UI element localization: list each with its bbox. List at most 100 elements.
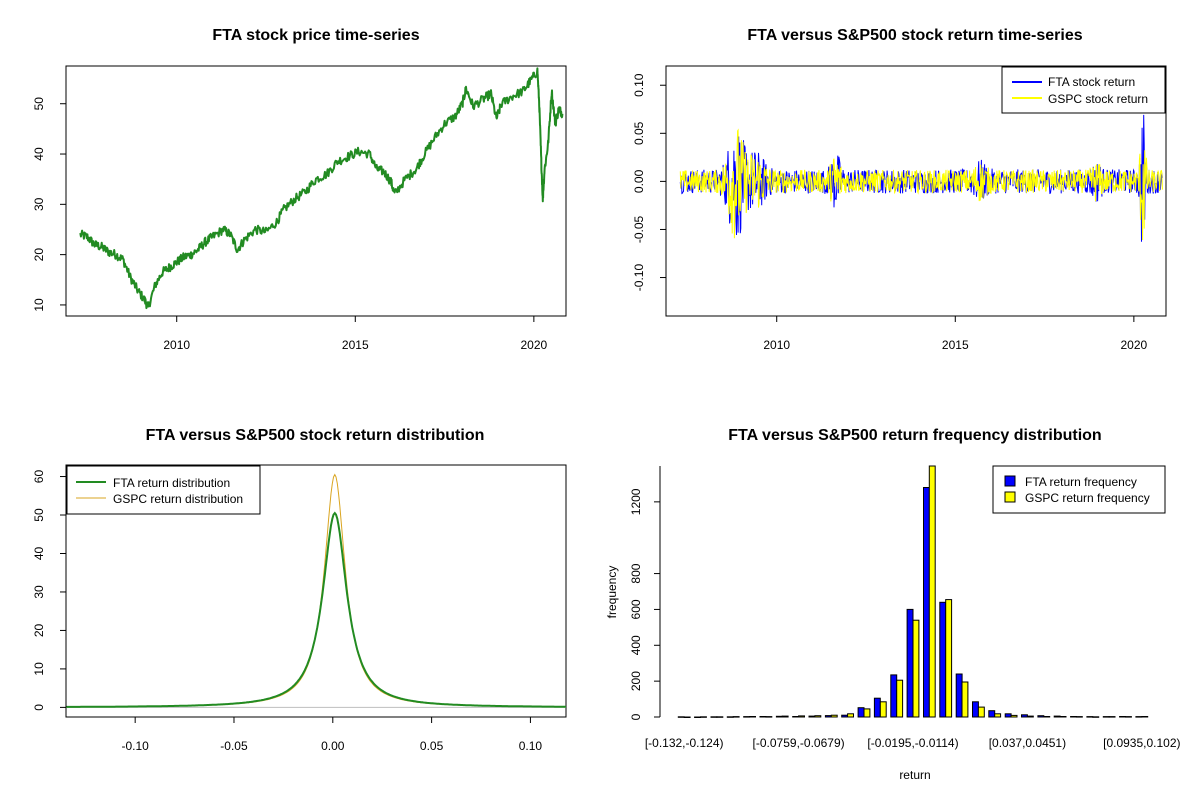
fta-frequency-bar [923, 487, 930, 718]
price-y-tick-label: 30 [32, 197, 46, 211]
fta-frequency-bar [808, 715, 816, 718]
price-axes: 2010 2015 2020 10 20 30 40 50 [32, 97, 548, 352]
frequency-y-tick-label: 600 [629, 599, 643, 619]
density-y-tick-label: 20 [32, 623, 46, 637]
density-x-tick-label: -0.05 [220, 739, 248, 753]
frequency-y-tick-label: 1200 [629, 488, 643, 515]
price-x-tick-label: 2020 [521, 338, 548, 352]
gspc-frequency-bar [798, 715, 805, 718]
legend-swatch-gspc-frequency [1004, 491, 1016, 503]
fta-frequency-bar [792, 716, 800, 718]
return-series-y-tick-label: 0.10 [632, 73, 646, 97]
frequency-y-tick-label: 400 [629, 635, 643, 655]
fta-frequency-bar [1037, 715, 1045, 718]
fta-frequency-bar [1053, 715, 1061, 718]
fta-frequency-bar [1021, 714, 1028, 718]
fta-frequency-bar [710, 716, 718, 718]
fta-frequency-bar [1086, 716, 1094, 718]
gspc-frequency-bar [716, 716, 724, 718]
density-chart-title: FTA versus S&P500 stock return distribut… [146, 427, 485, 444]
fta-frequency-bar [677, 716, 685, 718]
fta-frequency-bar [988, 710, 996, 718]
gspc-frequency-bar [749, 716, 756, 718]
density-legend-box [66, 465, 261, 515]
price-y-tick-label: 50 [32, 97, 46, 111]
return-series-axes: 2010 2015 2020 -0.10 -0.05 0.00 0.05 0.10 [632, 73, 1148, 352]
gspc-frequency-bar [1010, 714, 1018, 718]
frequency-legend: FTA return frequency GSPC return frequen… [992, 465, 1166, 514]
gspc-frequency-bar [765, 716, 773, 718]
density-y-tick-label: 50 [32, 508, 46, 522]
frequency-x-axis-label: return [899, 768, 930, 782]
gspc-frequency-bar [1075, 716, 1083, 718]
density-x-tick-label: 0.10 [519, 739, 543, 753]
legend-label-fta-return: FTA stock return [1048, 75, 1135, 89]
price-series-line [79, 67, 564, 310]
return-series-legend: FTA stock return GSPC stock return [1001, 66, 1166, 114]
legend-label-gspc-density: GSPC return distribution [113, 492, 243, 506]
density-chart: FTA versus S&P500 stock return distribut… [32, 427, 567, 753]
price-marks [79, 67, 564, 310]
price-y-tick-label: 10 [32, 298, 46, 312]
gspc-frequency-bar [896, 679, 904, 718]
density-marks [66, 473, 566, 708]
gspc-frequency-bar [863, 708, 871, 718]
frequency-x-tick-label: [0.037,0.0451) [989, 736, 1066, 750]
legend-swatch-fta-frequency [1004, 475, 1016, 487]
gspc-frequency-bar [1043, 716, 1051, 718]
gspc-frequency-bar [847, 713, 854, 718]
density-y-tick-label: 40 [32, 546, 46, 560]
fta-frequency-bar [1102, 716, 1110, 718]
density-y-tick-label: 60 [32, 470, 46, 484]
frequency-x-tick-label: [0.0935,0.102) [1103, 736, 1180, 750]
fta-frequency-bar [939, 601, 947, 718]
gspc-frequency-bar [1026, 715, 1034, 718]
fta-frequency-bar [955, 673, 963, 718]
fta-frequency-bar [906, 608, 914, 718]
fta-frequency-bar [726, 716, 734, 718]
price-chart: FTA stock price time-series 2010 2015 2020… [32, 27, 567, 352]
return-series-legend-box [1001, 66, 1166, 114]
return-series-x-tick-label: 2020 [1121, 338, 1148, 352]
frequency-x-tick-label: [-0.0759,-0.0679) [753, 736, 845, 750]
frequency-y-tick-label: 0 [629, 713, 643, 720]
gspc-frequency-bar [977, 706, 985, 718]
return-series-marks [679, 114, 1163, 242]
gspc-frequency-bar [945, 599, 953, 718]
frequency-y-axis-label: frequency [605, 566, 619, 619]
density-x-tick-label: -0.10 [121, 739, 149, 753]
return-series-x-tick-label: 2010 [763, 338, 790, 352]
gspc-frequency-bar [961, 681, 969, 718]
gspc-frequency-bar [912, 619, 920, 718]
gspc-frequency-bar [1059, 716, 1067, 718]
fta-frequency-bar [694, 716, 701, 718]
frequency-y-tick-label: 200 [629, 671, 643, 691]
fta-frequency-bar [841, 714, 849, 718]
fta-frequency-bar [972, 701, 979, 718]
price-y-tick-label: 40 [32, 147, 46, 161]
fta-frequency-bar [1004, 713, 1012, 718]
fta-frequency-bar [1070, 716, 1077, 718]
frequency-legend-box [992, 465, 1166, 514]
price-x-tick-label: 2010 [163, 338, 190, 352]
frequency-y-tick-label: 800 [629, 563, 643, 583]
frequency-marks [677, 465, 1149, 718]
frequency-axes: 0 200 400 600 800 1200 [-0.132,-0.124) [-0.0759… [629, 466, 1181, 750]
return-series-title: FTA versus S&P500 stock return time-seri… [747, 27, 1082, 44]
gspc-frequency-bar [830, 714, 838, 718]
return-series-y-tick-label: 0.05 [632, 121, 646, 145]
density-axes: -0.10 -0.05 0.00 0.05 0.10 0 10 20 30 40 50 60 [32, 470, 542, 753]
gspc-frequency-bar [1141, 716, 1149, 718]
frequency-chart-title: FTA versus S&P500 return frequency distr… [728, 427, 1101, 444]
legend-label-gspc-frequency: GSPC return frequency [1025, 491, 1150, 505]
gspc-frequency-bar [814, 715, 822, 718]
return-series-y-tick-label: 0.00 [632, 169, 646, 193]
legend-label-gspc-return: GSPC stock return [1048, 92, 1148, 106]
density-legend: FTA return distribution GSPC return dist… [66, 465, 261, 515]
fta-frequency-bar [824, 715, 832, 718]
legend-label-fta-density: FTA return distribution [113, 476, 230, 490]
gspc-frequency-bar [683, 716, 691, 718]
density-y-tick-label: 10 [32, 662, 46, 676]
legend-label-fta-frequency: FTA return frequency [1025, 475, 1137, 489]
